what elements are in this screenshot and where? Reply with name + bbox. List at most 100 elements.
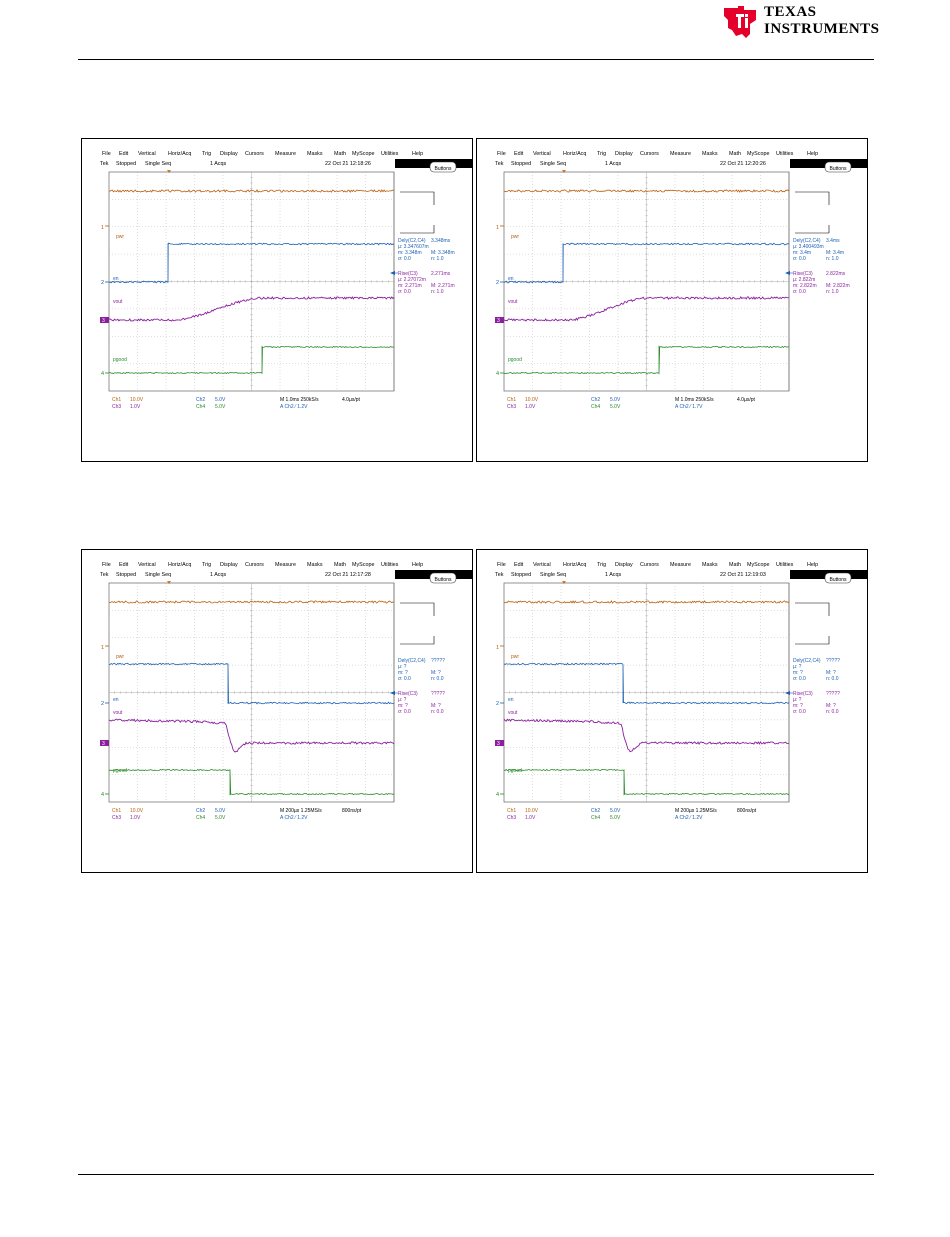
footer-sample-interval: 4.0µs/pt [342,397,361,403]
buttons-button[interactable] [429,572,457,584]
label-pgood: pgood [113,357,127,363]
menu-item-cursors: Cursors [640,562,659,568]
timestamp: 22 Oct 21 12:18:26 [325,161,371,167]
graticule [108,582,395,803]
menu-item-math: Math [729,151,741,157]
footer-trigger: A Ch2 ⁄ 1.2V [280,815,308,821]
menu-item-math: Math [334,562,346,568]
menu-item-vertical: Vertical [138,562,156,568]
meas1-max: M: 3.348m [431,250,455,256]
buttons-button[interactable] [824,161,852,173]
marker-ch4: 4 [496,371,499,377]
scope-panel-1: File Edit Vertical Horiz/Acq Trig Display Curs… [81,138,473,462]
meas2-n: n: 1.0 [431,289,444,295]
footer-sample-interval: 800ns/pt [737,808,757,814]
meas2-max: M: ? [826,703,836,709]
menu-item-file: File [102,151,111,157]
meas-box-1 [400,191,435,205]
ti-wordmark: TEXAS INSTRUMENTS [764,4,880,38]
meas2-value: ????? [826,691,840,697]
footer-ch1-scale: 10.0V [525,808,539,814]
ti-logo-icon [724,6,756,38]
menu-item-vertical: Vertical [533,562,551,568]
menu-item-math: Math [334,151,346,157]
menu-item-measure: Measure [670,562,691,568]
marker-ch2: 2 [496,280,499,286]
menu-item-horizacq: Horiz/Acq [168,151,191,157]
acq-count: 1 Acqs [210,161,226,167]
menu-item-file: File [102,562,111,568]
footer-sample-interval: 800ns/pt [342,808,362,814]
menu-item-vertical: Vertical [138,151,156,157]
footer-ch4-scale: 5.0V [215,404,226,410]
meas1-sigma: σ: 0.0 [793,256,806,262]
scope-screen-4: File Edit Vertical Horiz/Acq Trig Display Curs… [495,562,867,821]
label-en: en [508,697,514,703]
footer-ch3: Ch3 [507,815,516,821]
ch2-level-arrow-icon [390,691,395,695]
graticule [503,582,790,803]
footer-ch1-scale: 10.0V [525,397,539,403]
menu-item-measure: Measure [670,151,691,157]
timestamp: 22 Oct 21 12:17:28 [325,572,371,578]
ch4-trace [503,345,790,375]
meas1-n: n: 1.0 [826,256,839,262]
acq-count: 1 Acqs [605,572,621,578]
meas1-value: ????? [826,658,840,664]
meas2-value: ????? [431,691,445,697]
meas2-title: Rise(C3) [793,691,813,697]
meas2-mean: µ: 2.27072m [398,277,426,283]
trigger-position-icon [167,170,171,173]
label-pwr: pwr [511,234,519,240]
label-pgood: pgood [508,768,522,774]
footer-rule [78,1174,874,1175]
menu-item-cursors: Cursors [245,562,264,568]
ch3-trace [108,718,395,753]
ch2-trace [503,662,790,705]
ch4-trace [108,345,395,375]
menu-item-trig: Trig [597,151,606,157]
marker-ch3: 3 [497,741,500,747]
ch1-trace [108,189,395,193]
marker-ch2: 2 [496,701,499,707]
footer-ch1: Ch1 [507,397,516,403]
meas-box-2 [400,225,435,234]
meas2-n: n: 0.0 [431,709,444,715]
buttons-button[interactable] [429,161,457,173]
meas2-max: M: ? [431,703,441,709]
label-vout: vout [113,710,123,716]
footer-ch2: Ch2 [196,808,205,814]
label-en: en [508,276,514,282]
footer-ch1: Ch1 [112,397,121,403]
scope-panel-3: File Edit Vertical Horiz/Acq Trig Display Curs… [81,549,473,873]
meas2-sigma: σ: 0.0 [793,289,806,295]
label-en: en [113,276,119,282]
label-pwr: pwr [116,234,124,240]
menu-item-measure: Measure [275,151,296,157]
acq-count: 1 Acqs [210,572,226,578]
buttons-button[interactable] [824,572,852,584]
trigger-position-icon [167,581,171,584]
menu-item-myscope: MyScope [747,562,769,568]
ch3-trace [108,296,395,322]
tek-label: Tek [100,572,109,578]
meas1-mean: µ: ? [793,664,802,670]
timestamp: 22 Oct 21 12:19:03 [720,572,766,578]
footer-timebase: M 1.0ms 250kS/s [675,397,714,403]
footer-ch4-scale: 5.0V [610,404,621,410]
label-vout: vout [508,299,518,305]
marker-ch2: 2 [101,701,104,707]
meas1-sigma: σ: 0.0 [398,256,411,262]
tek-label: Tek [495,572,504,578]
footer-ch2: Ch2 [591,808,600,814]
label-vout: vout [508,710,518,716]
graticule [503,171,790,392]
footer-ch3-scale: 1.0V [525,815,536,821]
meas-box-1 [795,191,830,205]
meas2-min: m: ? [793,703,803,709]
ch2-trace [108,242,395,284]
meas2-title: Rise(C3) [398,271,418,277]
acq-state: Stopped [116,161,136,167]
footer-trigger: A Ch2 ⁄ 1.2V [675,815,703,821]
menu-item-display: Display [220,562,238,568]
